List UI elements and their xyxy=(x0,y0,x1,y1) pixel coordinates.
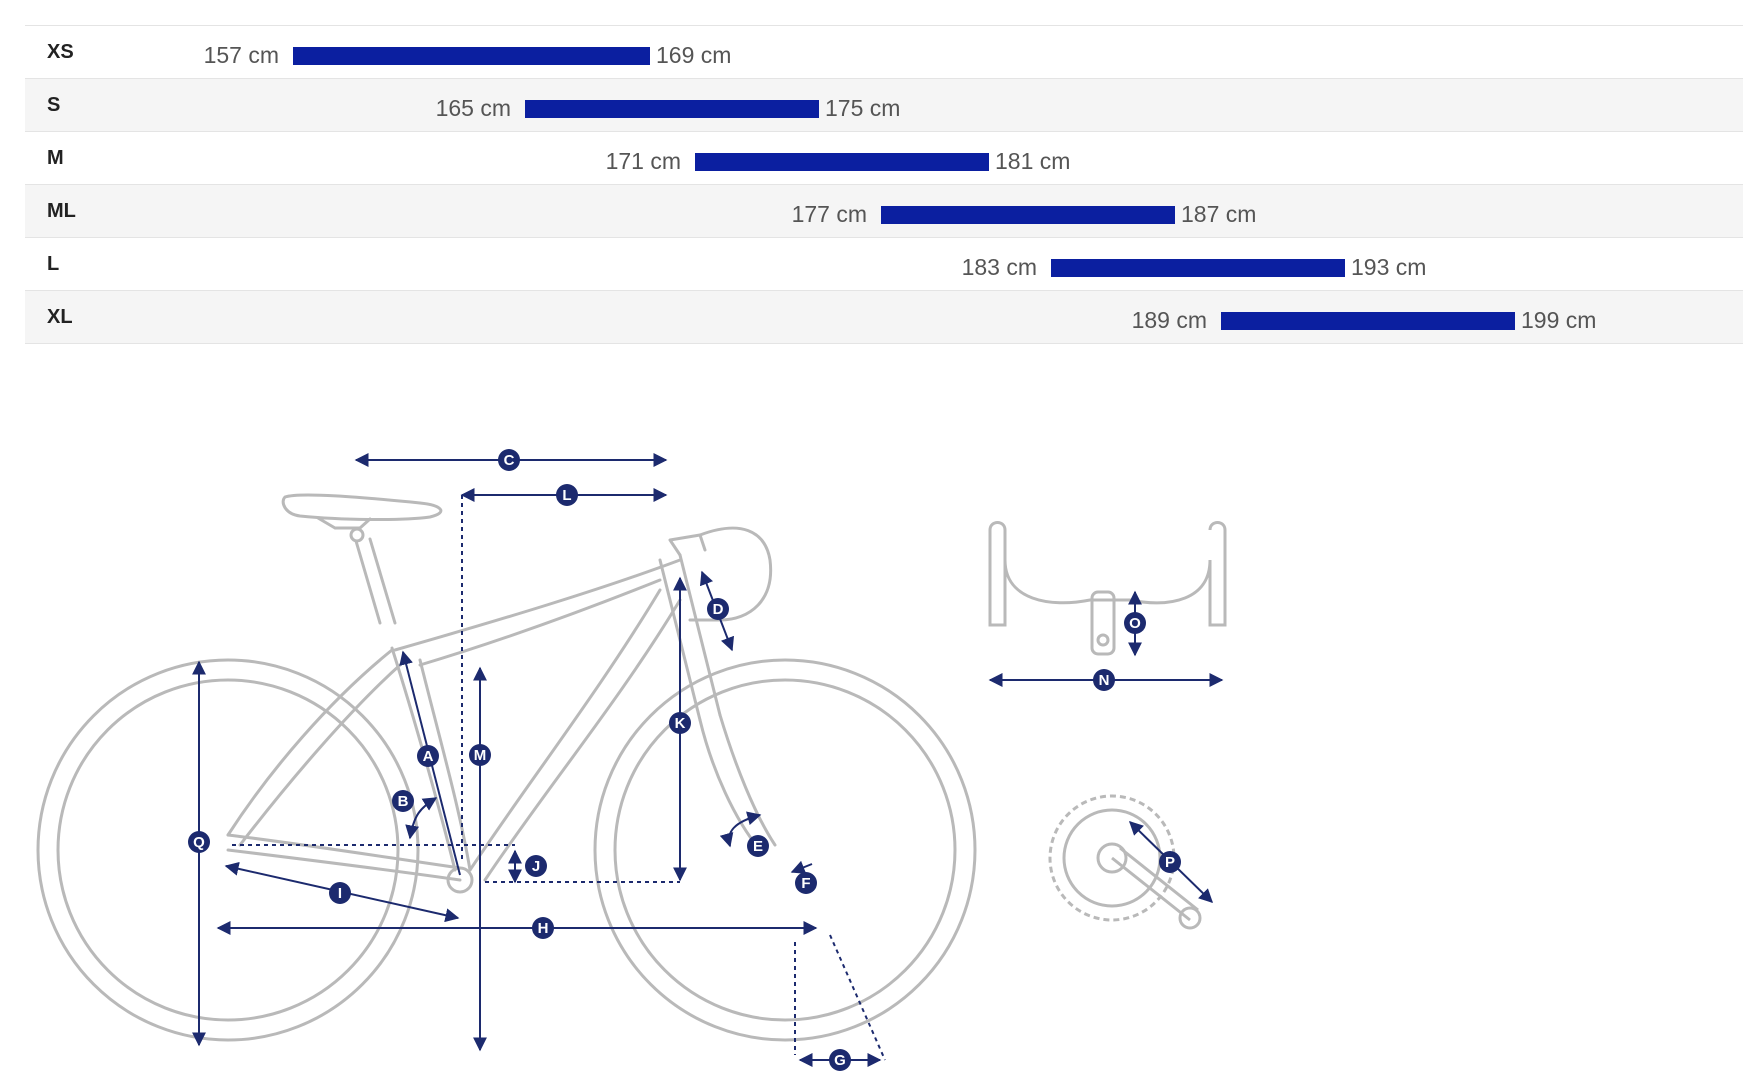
marker-g: G xyxy=(829,1049,851,1071)
range-min-label: 183 cm xyxy=(961,254,1037,280)
range-max-label: 187 cm xyxy=(1181,201,1257,227)
size-label: XL xyxy=(47,306,73,328)
saddle xyxy=(281,493,443,522)
range-bar xyxy=(1221,312,1515,330)
marker-k: K xyxy=(669,712,691,734)
range-min-label: 157 cm xyxy=(203,42,279,68)
handlebar-front-view xyxy=(988,521,1227,656)
svg-text:O: O xyxy=(1129,615,1141,632)
range-min-label: 165 cm xyxy=(435,95,511,121)
svg-text:C: C xyxy=(504,452,515,469)
range-min-label: 189 cm xyxy=(1131,307,1207,333)
marker-o: O xyxy=(1124,612,1146,634)
marker-h: H xyxy=(532,917,554,939)
fork xyxy=(698,713,777,852)
marker-j: J xyxy=(525,855,547,877)
marker-n: N xyxy=(1093,669,1115,691)
svg-text:K: K xyxy=(675,715,686,732)
size-label: M xyxy=(47,147,64,169)
head-tube xyxy=(658,553,722,722)
bike-geometry-diagram: C L D K A M B Q E J F I H G N O P xyxy=(36,449,1227,1071)
svg-text:L: L xyxy=(562,487,571,504)
range-min-label: 177 cm xyxy=(791,201,867,227)
range-max-label: 193 cm xyxy=(1351,254,1427,280)
rear-wheel-tire xyxy=(36,658,420,1042)
size-row: S 165 cm 175 cm xyxy=(25,79,1743,132)
seat-stay xyxy=(226,648,402,847)
size-row: L 183 cm 193 cm xyxy=(25,238,1743,291)
svg-text:J: J xyxy=(532,858,540,875)
size-label: ML xyxy=(47,200,76,222)
marker-d: D xyxy=(707,598,729,620)
marker-i: I xyxy=(329,882,351,904)
marker-f: F xyxy=(795,872,817,894)
range-max-label: 169 cm xyxy=(656,42,732,68)
svg-text:E: E xyxy=(753,838,763,855)
svg-text:D: D xyxy=(713,601,724,618)
range-bar xyxy=(881,206,1175,224)
stem xyxy=(668,533,707,557)
range-max-label: 181 cm xyxy=(995,148,1071,174)
range-max-label: 199 cm xyxy=(1521,307,1597,333)
svg-text:M: M xyxy=(474,747,487,764)
range-min-label: 171 cm xyxy=(605,148,681,174)
svg-text:A: A xyxy=(423,748,434,765)
range-max-label: 175 cm xyxy=(825,95,901,121)
svg-text:H: H xyxy=(538,920,549,937)
range-bar xyxy=(1051,259,1345,277)
size-label: S xyxy=(47,94,61,116)
range-bar xyxy=(525,100,819,118)
marker-a: A xyxy=(417,745,439,767)
svg-text:P: P xyxy=(1165,854,1175,871)
range-bar xyxy=(695,153,989,171)
size-range-table: XS 157 cm 169 cm S 165 cm 175 cm M 171 c… xyxy=(25,25,1743,344)
measurement-markers: C L D K A M B Q E J F I H G N O P xyxy=(188,449,1181,1071)
svg-text:I: I xyxy=(338,885,342,902)
size-row: XL 189 cm 199 cm xyxy=(25,291,1743,344)
front-wheel-rim xyxy=(613,678,957,1022)
marker-l: L xyxy=(556,484,578,506)
size-row: ML 177 cm 187 cm xyxy=(25,185,1743,238)
svg-text:F: F xyxy=(801,875,810,892)
marker-q: Q xyxy=(188,831,210,853)
size-row: XS 157 cm 169 cm xyxy=(25,26,1743,79)
size-label: XS xyxy=(47,41,74,63)
range-bar xyxy=(293,47,650,65)
down-tube xyxy=(468,588,682,882)
svg-text:N: N xyxy=(1099,672,1110,689)
handlebar-drop xyxy=(688,526,773,622)
marker-m: M xyxy=(469,744,491,766)
marker-e: E xyxy=(747,835,769,857)
measurement-lines xyxy=(192,453,1224,1067)
marker-c: C xyxy=(498,449,520,471)
svg-text:Q: Q xyxy=(193,834,205,851)
marker-b: B xyxy=(392,790,414,812)
svg-text:G: G xyxy=(834,1052,846,1069)
svg-text:B: B xyxy=(398,793,409,810)
marker-p: P xyxy=(1159,851,1181,873)
seat-post xyxy=(354,537,397,625)
rear-wheel-rim xyxy=(56,678,400,1022)
front-wheel-tire xyxy=(593,658,977,1042)
size-row: M 171 cm 181 cm xyxy=(25,132,1743,185)
size-label: L xyxy=(47,253,60,275)
top-tube xyxy=(393,558,682,667)
bike-outline xyxy=(36,493,977,1042)
